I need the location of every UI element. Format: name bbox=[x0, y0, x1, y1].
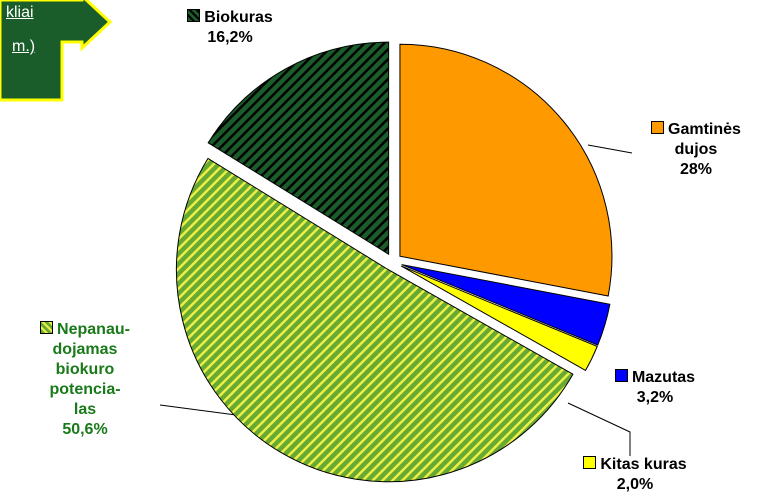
slice-label: Kitas kuras 2,0% bbox=[555, 455, 715, 495]
arrow-text: kliai bbox=[6, 4, 34, 21]
slice-label: Mazutas 3,2% bbox=[600, 368, 710, 408]
pie-slice bbox=[400, 265, 598, 372]
pie-slice bbox=[175, 157, 574, 483]
leader-line bbox=[159, 404, 237, 416]
value-label: 3,2% bbox=[636, 389, 674, 406]
legend-swatch bbox=[40, 321, 54, 334]
pie-slice bbox=[207, 41, 390, 256]
slice-name: Kitas kuras bbox=[600, 456, 687, 473]
slice-name: Nepanau- dojamas biokuro potencia- las bbox=[49, 321, 130, 418]
slice-name: Biokuras bbox=[204, 9, 273, 26]
slice-name: Gamtinės dujos bbox=[668, 121, 741, 158]
pie-slice bbox=[399, 43, 613, 297]
leader-line bbox=[567, 402, 631, 456]
slice-label: Nepanau- dojamas biokuro potencia- las 50… bbox=[10, 320, 160, 440]
value-label: 28% bbox=[679, 161, 713, 178]
legend-swatch bbox=[614, 369, 628, 382]
legend-swatch bbox=[651, 121, 665, 134]
slice-label: Biokuras 16,2% bbox=[165, 8, 295, 48]
value-label: 2,0% bbox=[616, 476, 654, 493]
value-label: 50,6% bbox=[62, 421, 108, 438]
legend-swatch bbox=[583, 456, 597, 469]
leader-line bbox=[587, 144, 633, 154]
slice-name: Mazutas bbox=[631, 369, 696, 386]
pie-slice bbox=[401, 264, 611, 346]
value-label: 16,2% bbox=[207, 29, 253, 46]
arrow-text: m.) bbox=[12, 38, 36, 55]
arrow-shape bbox=[0, 0, 113, 102]
legend-swatch bbox=[187, 9, 201, 22]
slice-label: Gamtinės dujos 28% bbox=[636, 120, 756, 180]
